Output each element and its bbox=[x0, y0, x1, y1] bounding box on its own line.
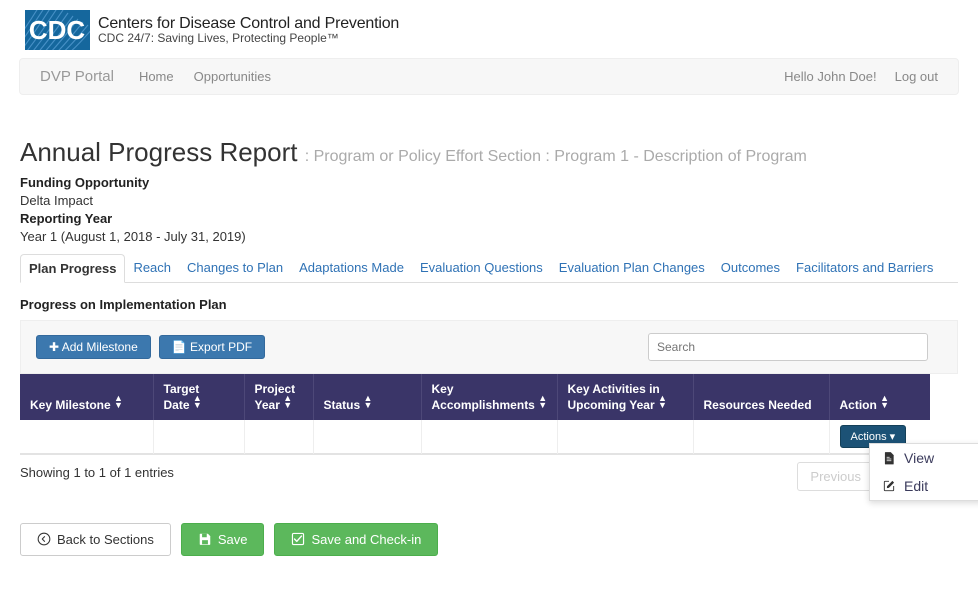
svg-text:CDC: CDC bbox=[29, 15, 86, 45]
